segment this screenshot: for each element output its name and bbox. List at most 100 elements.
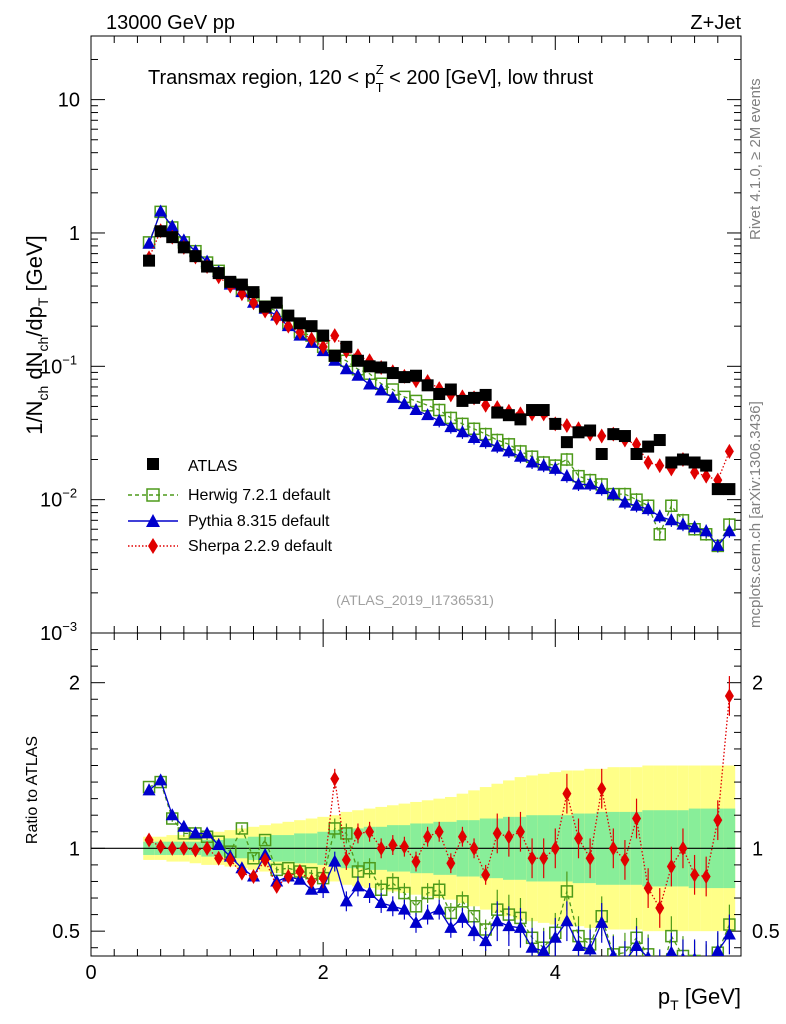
main-point-atlas xyxy=(305,320,318,333)
main-point-atlas xyxy=(549,417,562,430)
region-title-sub: T xyxy=(376,80,384,95)
ratio-y-tick-label-right: 0.5 xyxy=(752,921,780,943)
ratio-point-pythia xyxy=(595,915,609,928)
main-point-sherpa xyxy=(562,417,572,433)
main-point-sherpa xyxy=(481,397,491,413)
ratio-point-sherpa xyxy=(701,868,711,884)
main-point-pythia xyxy=(421,408,435,421)
main-point-atlas xyxy=(166,231,179,244)
ratio-point-herwig xyxy=(398,886,411,900)
ratio-point-sherpa xyxy=(295,864,305,880)
x-axis-label: pT [GeV] xyxy=(658,984,741,1013)
ratio-point-sherpa xyxy=(190,842,200,858)
ratio-point-pythia xyxy=(583,942,597,955)
mcplots-label: mcplots.cern.ch [arXiv:1306.3436] xyxy=(747,401,764,628)
legend: ATLAS Herwig 7.2.1 default Pythia 8.315 … xyxy=(128,458,333,555)
ratio-point-pythia xyxy=(397,902,411,915)
ratio-point-sherpa xyxy=(446,855,456,871)
ratio-y-tick-label-left: 2 xyxy=(69,673,80,695)
ratio-point-herwig xyxy=(247,852,260,865)
ratio-point-pythia xyxy=(513,920,527,933)
main-point-pythia xyxy=(363,377,377,390)
rivet-label: Rivet 4.1.0, ≥ 2M events xyxy=(747,78,764,240)
ratio-point-sherpa xyxy=(144,832,154,848)
ratio-point-pythia xyxy=(645,950,652,956)
ratio-point-pythia xyxy=(351,879,365,892)
ratio-point-herwig xyxy=(432,883,446,896)
ratio-point-pythia xyxy=(680,952,685,956)
legend-pythia-label: Pythia 8.315 default xyxy=(188,513,330,530)
main-point-sherpa xyxy=(272,310,282,326)
ratio-point-sherpa xyxy=(365,824,375,840)
main-point-pythia xyxy=(374,383,388,396)
main-point-atlas xyxy=(444,383,457,396)
ratio-point-pythia xyxy=(467,924,481,937)
main-point-sherpa xyxy=(597,428,607,444)
main-point-herwig xyxy=(665,499,678,513)
ratio-point-pythia xyxy=(142,783,156,796)
main-point-atlas xyxy=(317,329,330,342)
analysis-id: (ATLAS_2019_I1736531) xyxy=(336,592,494,608)
ratio-point-sherpa xyxy=(260,852,270,868)
ratio-point-pythia xyxy=(374,895,388,908)
main-point-atlas xyxy=(502,409,515,422)
main-point-pythia xyxy=(664,513,678,526)
main-point-pythia xyxy=(397,397,411,410)
main-point-atlas xyxy=(560,436,573,449)
main-point-pythia xyxy=(537,458,551,471)
ratio-point-pythia xyxy=(188,826,202,839)
main-point-atlas xyxy=(630,447,643,460)
main-point-atlas xyxy=(375,361,388,374)
region-title-end: < 200 [GeV], low thrust xyxy=(384,67,594,89)
ratio-point-pythia xyxy=(653,962,666,974)
main-point-pythia xyxy=(711,538,725,551)
region-title-start: Transmax region, 120 < p xyxy=(148,67,376,89)
main-point-pythia xyxy=(409,403,423,416)
main-y-tick-label: 1 xyxy=(69,223,80,245)
main-point-atlas xyxy=(154,225,167,238)
ratio-point-sherpa xyxy=(434,824,444,840)
ratio-point-pythia xyxy=(479,934,493,947)
ratio-point-sherpa xyxy=(643,880,653,896)
ratio-point-pythia xyxy=(339,894,353,907)
ratio-point-sherpa xyxy=(562,786,572,802)
ratio-point-sherpa xyxy=(388,837,398,853)
main-point-sherpa xyxy=(318,339,328,355)
main-point-atlas xyxy=(688,456,701,469)
ratio-point-sherpa xyxy=(179,840,189,856)
ratio-point-pythia xyxy=(722,927,736,940)
process-label: Z+Jet xyxy=(690,12,741,34)
main-point-pythia xyxy=(595,482,609,495)
main-point-herwig xyxy=(560,453,574,466)
main-point-sherpa xyxy=(643,454,653,470)
ratio-point-sherpa xyxy=(307,873,317,889)
ratio-point-herwig xyxy=(340,827,353,840)
legend-entry-sherpa: Sherpa 2.2.9 default xyxy=(128,538,333,555)
ratio-point-pythia xyxy=(421,907,435,920)
region-title-sup: Z xyxy=(376,62,384,77)
ratio-y-tick-label-left: 0.5 xyxy=(52,921,80,943)
ratio-point-pythia xyxy=(609,949,618,956)
main-point-pythia xyxy=(142,236,156,249)
main-point-atlas xyxy=(398,371,411,384)
ratio-point-pythia xyxy=(623,953,627,956)
legend-pythia-marker xyxy=(146,514,160,527)
ratio-point-pythia xyxy=(525,940,539,953)
ratio-point-sherpa xyxy=(237,865,247,881)
main-point-atlas xyxy=(340,340,353,353)
main-series-atlas xyxy=(143,225,736,496)
main-point-atlas xyxy=(595,447,608,460)
main-point-atlas xyxy=(189,250,202,263)
ratio-point-sherpa xyxy=(376,840,386,856)
main-y-axis-label: 1/Nch dNch/dpT [GeV] xyxy=(22,235,51,435)
ratio-point-pythia xyxy=(328,854,342,867)
ratio-point-pythia xyxy=(386,899,400,912)
main-point-sherpa xyxy=(724,443,734,459)
ratio-point-sherpa xyxy=(608,840,618,856)
ratio-series-layer xyxy=(142,676,736,974)
ratio-point-sherpa xyxy=(527,850,537,866)
main-point-atlas xyxy=(665,456,678,469)
ratio-point-pythia xyxy=(165,808,179,821)
main-point-pythia xyxy=(699,524,713,537)
